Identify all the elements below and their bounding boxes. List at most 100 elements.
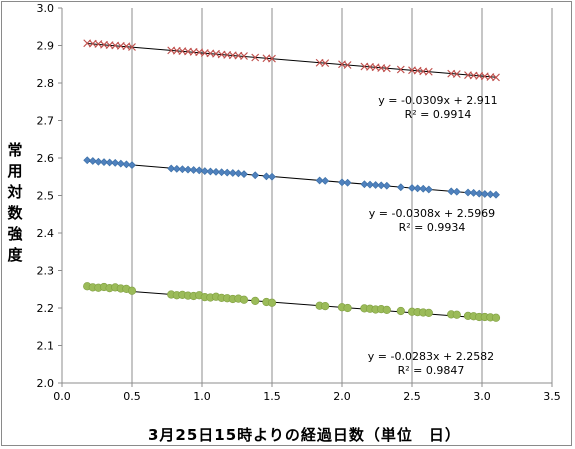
y-tick-label: 2.3 (37, 265, 55, 278)
data-point-diamond (240, 170, 248, 179)
y-tick-label: 2.0 (37, 377, 55, 390)
data-point-diamond (128, 161, 136, 170)
y-tick-label: 2.7 (37, 115, 55, 128)
data-point-diamond (116, 159, 125, 168)
data-point-x (382, 64, 391, 73)
data-point-diamond (480, 190, 489, 198)
data-point-circle (491, 313, 501, 322)
data-point-diamond (251, 171, 260, 180)
trendline-r2: R² = 0.9847 (398, 364, 465, 377)
trendline-r2: R² = 0.9934 (399, 221, 466, 234)
data-point-diamond (360, 180, 369, 189)
data-point-diamond (184, 165, 192, 174)
data-point-diamond (100, 158, 108, 167)
y-axis-label: 常用対数強度 (2, 140, 28, 266)
data-point-circle (382, 305, 391, 314)
data-point-diamond (268, 172, 276, 181)
y-tick-label: 3.0 (37, 2, 55, 15)
y-tick-label: 2.4 (37, 227, 55, 240)
data-point-diamond (83, 156, 92, 165)
data-point-diamond (105, 158, 114, 167)
data-point-circle (321, 302, 330, 311)
data-point-diamond (195, 166, 204, 175)
y-tick-label: 2.9 (37, 40, 55, 53)
y-tick-label: 2.8 (37, 77, 55, 90)
y-tick-label: 2.2 (37, 302, 55, 315)
y-axis-label-char: 強 (7, 225, 23, 243)
y-tick-label: 2.1 (37, 340, 55, 353)
data-point-diamond (377, 181, 386, 190)
data-point-diamond (262, 172, 271, 181)
x-tick-label: 1.5 (263, 390, 281, 403)
y-axis-label-char: 対 (7, 183, 23, 201)
x-tick-label: 3.0 (473, 390, 491, 403)
data-point-diamond (189, 166, 198, 174)
data-point-diamond (343, 178, 352, 187)
x-axis-label: 3月25日15時よりの経過日数（単位 日） (148, 426, 461, 444)
y-tick-label: 2.6 (37, 152, 55, 165)
data-point-circle (424, 308, 433, 317)
data-point-x (321, 59, 330, 68)
data-point-diamond (396, 183, 405, 192)
data-point-circle (239, 295, 249, 304)
data-point-diamond (223, 168, 232, 177)
data-point-diamond (452, 187, 461, 196)
data-point-diamond (492, 190, 500, 199)
x-tick-label: 3.5 (543, 390, 561, 403)
trendline-r2: R² = 0.9914 (405, 108, 472, 121)
data-point-diamond (321, 176, 330, 185)
y-tick-labels: 2.0 2.1 2.2 2.3 2.4 2.5 2.6 2.7 2.8 2.9 3.0 (37, 2, 55, 390)
data-point-circle (127, 286, 137, 295)
data-point-diamond (469, 188, 478, 197)
data-point-circle (267, 298, 277, 307)
data-point-circle (251, 296, 260, 305)
data-point-diamond (447, 187, 456, 196)
data-point-x (240, 52, 248, 60)
data-point-x (251, 53, 260, 62)
data-point-circle (396, 306, 405, 316)
y-tick-label: 2.5 (37, 190, 55, 203)
data-point-diamond (234, 169, 243, 178)
data-point-diamond (424, 185, 433, 194)
data-point-diamond (200, 167, 209, 176)
data-point-diamond (408, 184, 416, 192)
x-tick-label: 1.0 (193, 390, 211, 403)
trendline (87, 42, 497, 78)
data-point-x (128, 43, 136, 51)
trendline (87, 287, 497, 320)
data-point-x (396, 65, 405, 74)
x-tick-label: 0.5 (123, 390, 141, 403)
data-point-diamond (94, 157, 103, 166)
data-point-x (343, 61, 352, 69)
data-point-diamond (366, 180, 374, 189)
x-tick-label: 0.0 (53, 390, 71, 403)
data-point-diamond (178, 165, 187, 174)
y-axis-label-char: 常 (7, 141, 23, 159)
data-point-diamond (212, 167, 220, 176)
data-point-diamond (371, 181, 380, 189)
trendline-equation: y = -0.0283x + 2.2582 (368, 350, 494, 363)
data-point-diamond (217, 168, 226, 177)
data-point-x (424, 67, 433, 76)
data-point-diamond (486, 190, 495, 199)
x-tick-label: 2.5 (403, 390, 421, 403)
data-point-diamond (464, 188, 472, 197)
y-axis-label-char: 用 (7, 162, 23, 180)
y-axis-label-char: 数 (7, 204, 23, 222)
data-point-diamond (338, 178, 346, 187)
axes (58, 7, 553, 387)
data-point-diamond (172, 164, 181, 173)
data-point-circle (343, 303, 352, 313)
data-point-x (492, 73, 500, 82)
data-point-diamond (419, 184, 428, 193)
trendlines (87, 42, 497, 320)
data-point-x (268, 54, 276, 63)
trendline (87, 160, 497, 196)
y-axis-label-char: 度 (7, 246, 23, 264)
data-points (83, 39, 501, 322)
data-point-diamond (228, 169, 237, 177)
data-point-diamond (382, 181, 391, 190)
data-point-diamond (122, 160, 131, 169)
